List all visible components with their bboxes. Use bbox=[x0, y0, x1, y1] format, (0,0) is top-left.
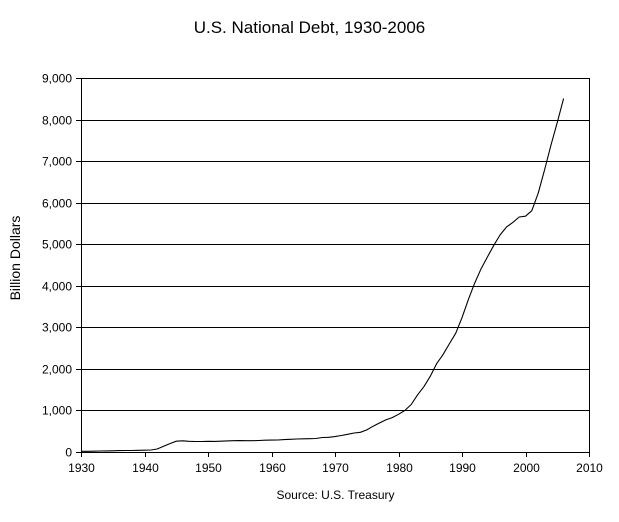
y-tick-label: 1,000 bbox=[42, 404, 72, 418]
x-tick-label: 1980 bbox=[386, 461, 413, 475]
x-tick-label: 1930 bbox=[68, 461, 95, 475]
x-tick-label: 1990 bbox=[449, 461, 476, 475]
debt-series-line bbox=[81, 98, 565, 452]
y-tick-label: 8,000 bbox=[42, 114, 72, 128]
x-tick-label: 2010 bbox=[576, 461, 603, 475]
y-tick-label: 4,000 bbox=[42, 280, 72, 294]
y-tick-label: 6,000 bbox=[42, 197, 72, 211]
axes bbox=[81, 78, 590, 453]
y-axis-ticks: 0 1,000 2,000 3,000 4,000 5,000 6,000 7,000 8,00… bbox=[42, 72, 81, 460]
x-tick-label: 1960 bbox=[259, 461, 286, 475]
x-tick-label: 1970 bbox=[322, 461, 349, 475]
y-tick-label: 2,000 bbox=[42, 363, 72, 377]
y-tick-label: 5,000 bbox=[42, 238, 72, 252]
x-tick-label: 1950 bbox=[195, 461, 222, 475]
y-tick-label: 3,000 bbox=[42, 321, 72, 335]
y-tick-label: 0 bbox=[65, 446, 72, 460]
source-caption: Source: U.S. Treasury bbox=[276, 488, 395, 502]
y-tick-label: 9,000 bbox=[42, 72, 72, 86]
y-tick-label: 7,000 bbox=[42, 155, 72, 169]
x-axis-ticks: 1930 1940 1950 1960 1970 1980 1990 2000 2010 bbox=[68, 452, 603, 475]
x-tick-label: 1940 bbox=[132, 461, 159, 475]
chart-title: U.S. National Debt, 1930-2006 bbox=[193, 18, 426, 37]
gridlines bbox=[81, 78, 589, 411]
x-tick-label: 2000 bbox=[513, 461, 540, 475]
plot-frame bbox=[81, 78, 590, 453]
